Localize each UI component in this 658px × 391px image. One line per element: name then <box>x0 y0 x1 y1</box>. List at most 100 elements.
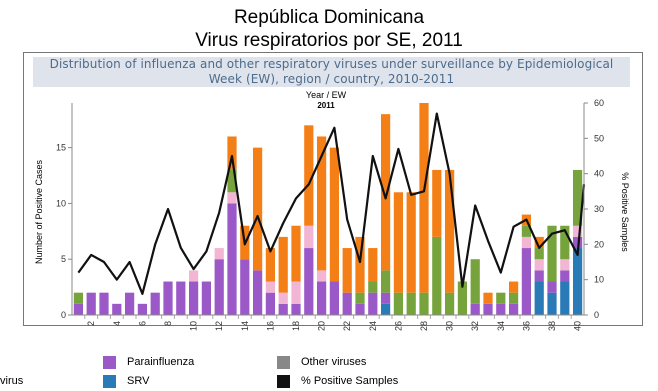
legend-swatch-other-viruses <box>277 356 290 369</box>
bar-parainfluenza <box>86 292 96 315</box>
bar-orange <box>380 114 391 271</box>
legend-label-srv: SRV <box>127 375 150 387</box>
x-tick-label: 28 <box>419 321 429 331</box>
bar-parainfluenza <box>176 281 186 315</box>
bar-orange <box>444 169 455 293</box>
legend-swatch-positive-samples <box>277 375 290 388</box>
bar-parainfluenza <box>201 281 212 315</box>
bar-orange <box>227 136 237 170</box>
y-tick-label-right: 10 <box>594 275 604 285</box>
bar-parainfluenza <box>188 281 199 315</box>
legend-swatch-srv <box>103 375 116 388</box>
bar-adenovirus <box>227 169 237 193</box>
x-tick-label: 40 <box>573 321 583 331</box>
legend-label-virus: virus <box>0 375 24 387</box>
x-tick-label: 14 <box>240 321 250 331</box>
bar-srv <box>560 281 570 315</box>
bar-orange <box>291 225 301 282</box>
bar-parainfluenza <box>316 281 327 315</box>
bar-orange <box>368 248 378 282</box>
bar-parainfluenza <box>329 281 340 315</box>
bar-pink <box>188 270 199 282</box>
bar-adenovirus <box>380 270 391 293</box>
bar-parainfluenza <box>483 303 493 315</box>
bar-parainfluenza <box>380 292 391 304</box>
bar-orange <box>419 103 429 293</box>
chart-subtitle: Distribution of influenza and other resp… <box>33 57 630 87</box>
bar-adenovirus <box>470 259 480 304</box>
chart-title-line2: Virus respiratorios por SE, 2011 <box>195 30 463 51</box>
bar-pink <box>316 270 327 282</box>
bar-orange <box>483 292 493 304</box>
bar-pink <box>572 225 583 237</box>
x-tick-label: 2 <box>86 321 96 326</box>
bar-parainfluenza <box>227 203 237 315</box>
bar-adenovirus <box>419 292 429 315</box>
bar-parainfluenza <box>214 259 224 315</box>
bar-adenovirus <box>406 292 416 315</box>
x-tick-label: 38 <box>547 321 557 331</box>
y-axis-label-right: % Positive Samples <box>620 172 630 252</box>
bar-parainfluenza <box>508 303 519 315</box>
x-tick-label: 26 <box>393 321 403 331</box>
bar-adenovirus <box>432 236 442 315</box>
bar-parainfluenza <box>547 281 557 293</box>
bar-orange <box>355 236 365 293</box>
x-tick-label: 22 <box>342 321 352 331</box>
bar-srv <box>534 281 544 315</box>
x-tick-label: 30 <box>445 321 455 331</box>
bar-pink <box>278 292 288 304</box>
y-tick-label-right: 20 <box>594 239 604 249</box>
x-tick-label: 4 <box>112 321 122 326</box>
bar-parainfluenza <box>368 292 378 315</box>
bar-adenovirus <box>368 281 378 293</box>
bar-pink <box>560 259 570 271</box>
bar-orange <box>316 136 327 271</box>
bar-orange <box>406 192 416 293</box>
bar-adenovirus <box>521 225 532 237</box>
x-tick-label: 8 <box>163 321 173 326</box>
y-tick-label-left: 5 <box>61 254 66 264</box>
bar-pink <box>304 225 314 249</box>
bar-parainfluenza <box>124 292 135 315</box>
bar-adenovirus <box>444 292 455 315</box>
bar-parainfluenza <box>73 303 84 315</box>
x-tick-label: 16 <box>265 321 275 331</box>
bar-pink <box>534 259 544 271</box>
bar-orange <box>252 147 263 271</box>
bar-parainfluenza <box>470 303 480 315</box>
bar-adenovirus <box>534 248 544 260</box>
bar-adenovirus <box>457 281 468 315</box>
bar-srv <box>572 248 583 315</box>
x-tick-label: 24 <box>368 321 378 331</box>
bar-parainfluenza <box>572 236 583 249</box>
bar-parainfluenza <box>252 270 263 315</box>
bar-adenovirus <box>355 292 365 304</box>
x-tick-label: 20 <box>317 321 327 331</box>
legend-label-other-viruses: Other viruses <box>301 356 367 368</box>
bar-parainfluenza <box>304 248 314 315</box>
bar-adenovirus <box>547 225 557 282</box>
bar-adenovirus <box>508 292 519 304</box>
bar-orange <box>508 281 519 293</box>
y-tick-label-right: 60 <box>594 98 604 108</box>
bar-adenovirus <box>393 292 404 315</box>
bar-orange <box>304 125 314 226</box>
bar-orange <box>278 236 288 293</box>
bar-parainfluenza <box>240 259 250 315</box>
bar-parainfluenza <box>342 292 352 315</box>
bar-parainfluenza <box>496 303 506 315</box>
legend: Parainfluenza Other viruses virus SRV % … <box>0 352 658 391</box>
legend-label-positive-samples: % Positive Samples <box>301 375 399 387</box>
bar-parainfluenza <box>137 303 148 315</box>
y-tick-label-left: 10 <box>56 198 66 208</box>
bar-srv <box>380 303 391 315</box>
bar-adenovirus <box>572 169 583 226</box>
x-tick-label: 10 <box>189 321 199 331</box>
bar-parainfluenza <box>291 303 301 315</box>
bar-pink <box>521 236 532 249</box>
year-label: 2011 <box>317 101 335 110</box>
chart-title-line1: República Dominicana <box>233 7 425 28</box>
subtitle-banner <box>33 57 630 87</box>
